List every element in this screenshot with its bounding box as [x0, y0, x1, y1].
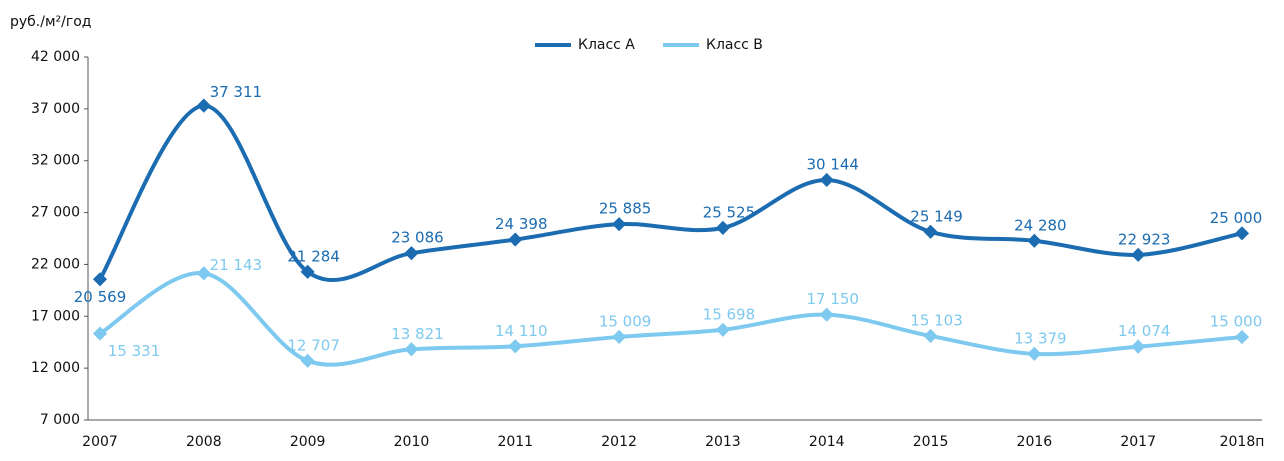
x-tick-label: 2012	[601, 434, 637, 450]
marker	[1234, 226, 1250, 241]
data-label: 12 707	[287, 336, 340, 354]
y-tick-label: 7 000	[40, 412, 80, 428]
x-tick-label: 2009	[290, 434, 326, 450]
data-label: 30 144	[806, 155, 859, 173]
x-tick-label: 2018п	[1220, 434, 1265, 450]
data-label: 14 110	[495, 322, 548, 340]
marker	[404, 342, 419, 357]
marker	[715, 322, 730, 337]
legend-label: Класс В	[706, 37, 763, 53]
series-line	[98, 271, 1243, 367]
marker	[923, 224, 938, 239]
data-label: 17 150	[806, 290, 859, 308]
y-tick-label: 37 000	[31, 101, 80, 117]
data-label: 15 000	[1210, 313, 1263, 331]
marker	[404, 246, 419, 261]
marker	[715, 220, 730, 235]
y-tick-label: 32 000	[31, 153, 80, 169]
data-label: 15 009	[599, 312, 652, 330]
y-tick-label: 27 000	[31, 205, 80, 221]
data-label: 13 379	[1014, 329, 1067, 347]
x-tick-label: 2015	[913, 434, 949, 450]
data-label: 15 698	[703, 305, 756, 323]
data-label: 21 143	[210, 256, 263, 274]
series-line	[98, 103, 1243, 283]
x-tick-label: 2010	[394, 434, 430, 450]
marker	[923, 328, 938, 344]
data-label: 13 821	[391, 325, 444, 343]
x-tick-label: 2014	[809, 434, 845, 450]
marker	[508, 339, 523, 354]
data-label: 21 284	[287, 247, 340, 265]
data-label: 22 923	[1118, 230, 1171, 248]
data-label: 20 569	[74, 288, 127, 306]
marker	[819, 172, 834, 188]
marker	[1027, 346, 1042, 361]
y-tick-label: 22 000	[31, 256, 80, 272]
data-label: 24 280	[1014, 216, 1067, 234]
legend-label: Класс А	[578, 37, 635, 53]
data-label: 25 885	[599, 200, 652, 218]
y-axis-label: руб./м²/год	[10, 14, 91, 30]
x-tick-label: 2007	[82, 434, 118, 450]
data-label: 25 000	[1210, 209, 1263, 227]
x-tick-label: 2013	[705, 434, 741, 450]
x-tick-label: 2008	[186, 434, 222, 450]
data-label: 25 525	[703, 203, 756, 221]
data-label: 25 149	[910, 207, 963, 225]
marker	[300, 353, 315, 368]
x-tick-label: 2017	[1120, 434, 1156, 450]
marker	[508, 232, 523, 247]
data-label: 37 311	[210, 83, 263, 101]
y-tick-label: 12 000	[31, 360, 80, 376]
data-label: 15 103	[910, 311, 963, 329]
marker	[612, 217, 627, 232]
marker	[1131, 247, 1146, 262]
data-label: 15 331	[108, 342, 161, 360]
marker	[92, 326, 108, 341]
data-label: 23 086	[391, 229, 444, 247]
data-label: 14 074	[1118, 322, 1171, 340]
data-label: 24 398	[495, 215, 548, 233]
y-tick-label: 17 000	[31, 308, 80, 324]
marker	[1131, 339, 1146, 354]
marker	[196, 266, 211, 281]
marker	[300, 264, 315, 279]
marker	[819, 307, 834, 322]
marker	[612, 329, 627, 345]
marker	[92, 272, 108, 287]
x-tick-label: 2016	[1017, 434, 1053, 450]
marker	[1234, 329, 1250, 345]
marker	[1027, 233, 1042, 248]
x-tick-label: 2011	[497, 434, 533, 450]
y-tick-label: 42 000	[31, 49, 80, 65]
